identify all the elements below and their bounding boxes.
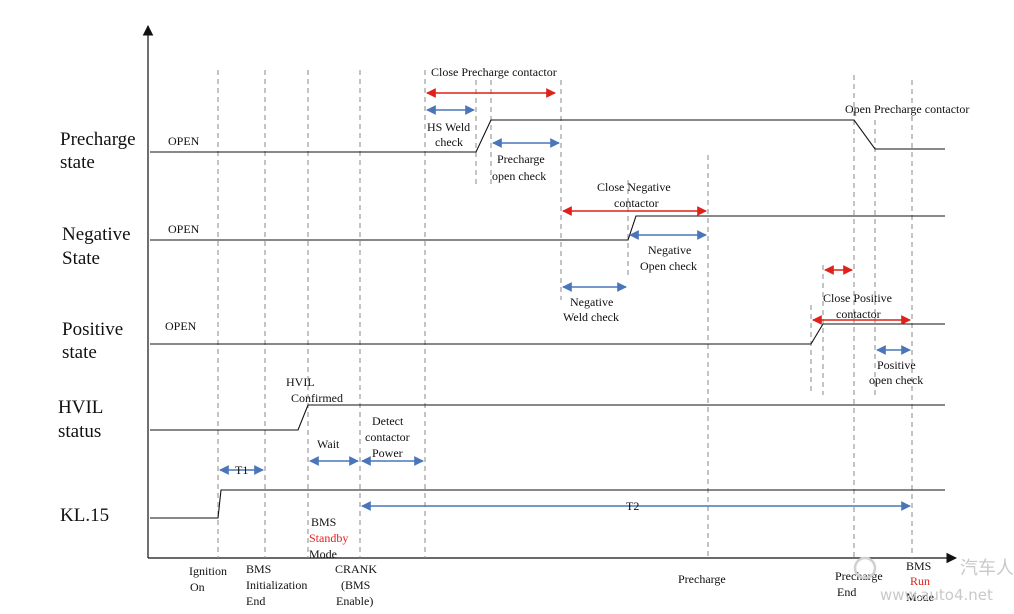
positive-trace <box>150 323 945 345</box>
negative-open-label: OPEN <box>168 222 200 236</box>
close-positive-text-2: contactor <box>836 307 881 321</box>
precharge-label-2: state <box>60 152 95 173</box>
wait-text: Wait <box>317 437 340 451</box>
crank-text-1: CRANK <box>335 562 377 576</box>
precharge-open-text-2: open check <box>492 169 546 183</box>
bms-init-text-2: Initialization <box>246 578 307 592</box>
negative-trace <box>150 215 945 241</box>
negative-open-text-2: Open check <box>640 259 697 273</box>
close-negative-text-1: Close Negative <box>597 180 671 194</box>
positive-label-2: state <box>62 342 97 363</box>
detect-text-3: Power <box>372 446 403 460</box>
precharge-end-text-2: End <box>837 585 856 599</box>
precharge-trace <box>150 119 945 153</box>
positive-open-label: OPEN <box>165 319 197 333</box>
bms-init-text-3: End <box>246 594 265 608</box>
bms-run-text-2: Run <box>910 574 930 588</box>
detect-text-1: Detect <box>372 414 404 428</box>
hs-weld-text-2: check <box>435 135 463 149</box>
positive-open-text-2: open check <box>869 373 923 387</box>
open-precharge-text: Open Precharge contactor <box>845 102 969 116</box>
hvil-label-2: status <box>58 421 101 442</box>
watermark-url: www.auto4.net <box>880 586 993 604</box>
watermark: 汽车人 www.auto4.net <box>853 556 1014 604</box>
hs-weld-text-1: HS Weld <box>427 120 470 134</box>
event-lines <box>217 70 913 558</box>
negative-weld-text-1: Negative <box>570 295 613 309</box>
negative-open-text-1: Negative <box>648 243 691 257</box>
bms-run-text-1: BMS <box>906 559 931 573</box>
ignition-text-1: Ignition <box>189 564 227 578</box>
bms-standby-text-2: Standby <box>309 531 348 545</box>
close-negative-text-2: contactor <box>614 196 659 210</box>
watermark-brand: 汽车人 <box>960 558 1014 579</box>
precharge-event-text: Precharge <box>678 572 726 586</box>
ignition-text-2: On <box>190 580 205 594</box>
bms-init-text-1: BMS <box>246 562 271 576</box>
precharge-label-1: Precharge <box>60 129 136 150</box>
t1-text: T1 <box>235 463 248 477</box>
hvil-confirmed-text-1: HVIL <box>286 375 315 389</box>
kl15-trace <box>150 489 945 519</box>
bms-standby-text-1: BMS <box>311 515 336 529</box>
hvil-label-1: HVIL <box>58 397 103 418</box>
close-precharge-text: Close Precharge contactor <box>431 65 557 79</box>
watermark-logo-icon <box>853 556 877 580</box>
detect-text-2: contactor <box>365 430 410 444</box>
negative-label-1: Negative <box>62 224 131 245</box>
crank-text-3: Enable) <box>336 594 373 608</box>
negative-label-2: State <box>62 248 100 269</box>
bms-run-text-3: Mode <box>906 590 934 604</box>
precharge-open-label: OPEN <box>168 134 200 148</box>
hvil-confirmed-text-2: Confirmed <box>291 391 343 405</box>
negative-weld-text-2: Weld check <box>563 310 619 324</box>
t2-text: T2 <box>626 499 639 513</box>
close-positive-text-1: Close Positive <box>823 291 892 305</box>
crank-text-2: (BMS <box>341 578 370 592</box>
kl15-label: KL.15 <box>60 505 109 526</box>
bms-standby-text-3: Mode <box>309 547 337 561</box>
positive-label-1: Positive <box>62 319 123 340</box>
positive-open-text-1: Positive <box>877 358 916 372</box>
precharge-open-text-1: Precharge <box>497 152 545 166</box>
hvil-trace <box>150 404 945 431</box>
